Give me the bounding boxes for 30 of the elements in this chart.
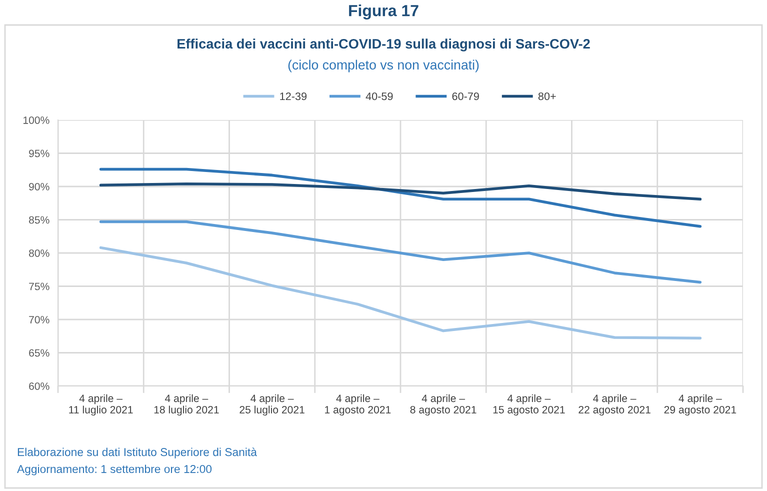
line-series bbox=[99, 246, 702, 340]
y-tick-label: 60% bbox=[29, 382, 50, 390]
y-tick-label: 80% bbox=[29, 249, 50, 257]
legend-label: 40-59 bbox=[366, 92, 393, 100]
text: Figura 17 bbox=[349, 4, 418, 20]
x-tick-label: 4 aprile – 18 luglio 2021 bbox=[154, 394, 219, 416]
x-tick-label: 4 aprile – 8 agosto 2021 bbox=[410, 394, 476, 416]
y-tick-label: 95% bbox=[29, 150, 50, 158]
y-tick-label: 65% bbox=[29, 349, 50, 357]
legend-label: 60-79 bbox=[452, 92, 479, 100]
x-tick-label: 4 aprile – 11 luglio 2021 bbox=[69, 394, 133, 416]
x-tick-label: 4 aprile – 25 luglio 2021 bbox=[240, 394, 304, 416]
chart-title: Efficacia dei vaccini anti-COVID-19 sulla diagnosi di Sars-COV-2 bbox=[178, 38, 590, 52]
line-series bbox=[99, 220, 702, 284]
y-tick-label: 75% bbox=[29, 282, 50, 290]
x-tick-label: 4 aprile – 22 agosto 2021 bbox=[578, 394, 650, 416]
y-tick-label: 90% bbox=[29, 182, 50, 190]
chart-subtitle: (ciclo completo vs non vaccinati) bbox=[288, 60, 479, 72]
x-tick-label: 4 aprile – 1 agosto 2021 bbox=[325, 394, 391, 416]
y-tick-label: 85% bbox=[29, 216, 50, 224]
legend-label: 80+ bbox=[538, 92, 556, 100]
y-tick-label: 70% bbox=[29, 316, 50, 324]
text: Elaborazione su dati Istituto Superiore di Sanità bbox=[18, 448, 257, 458]
y-tick-label: 100% bbox=[23, 116, 50, 124]
line-series bbox=[99, 182, 702, 201]
x-tick-label: 4 aprile – 29 agosto 2021 bbox=[664, 394, 736, 416]
legend-label: 12-39 bbox=[280, 92, 307, 100]
text: Aggiornamento: 1 settembre ore 12:00 bbox=[17, 464, 212, 476]
line-series bbox=[99, 168, 702, 228]
x-tick-label: 4 aprile – 15 agosto 2021 bbox=[493, 394, 565, 416]
